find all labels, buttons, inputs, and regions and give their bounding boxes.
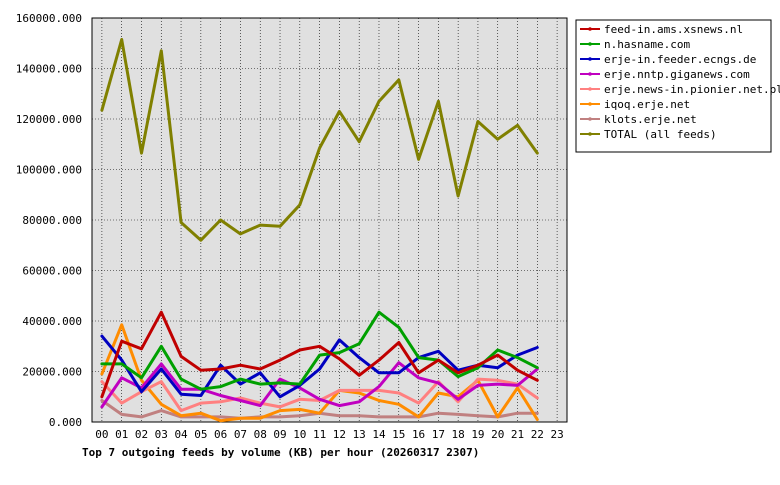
y-tick-label: 20000.000 — [22, 366, 82, 379]
x-tick-label: 12 — [333, 428, 346, 441]
x-tick-label: 09 — [273, 428, 286, 441]
y-tick-label: 120000.000 — [16, 113, 82, 126]
series-line — [100, 334, 539, 399]
y-tick-label: 60000.000 — [22, 265, 82, 278]
x-tick-label: 00 — [95, 428, 108, 441]
x-tick-label: 02 — [135, 428, 148, 441]
series-line — [100, 361, 539, 409]
y-tick-label: 160000.000 — [16, 12, 82, 25]
legend-label: erje-in.feeder.ecngs.de — [604, 53, 756, 66]
x-tick-label: 08 — [254, 428, 267, 441]
chart-title: Top 7 outgoing feeds by volume (KB) per … — [82, 446, 479, 459]
x-tick-label: 13 — [353, 428, 366, 441]
legend-box — [575, 19, 772, 153]
series-line — [100, 310, 539, 391]
y-tick-label: 140000.000 — [16, 63, 82, 76]
x-tick-label: 06 — [214, 428, 227, 441]
legend-label: erje.nntp.giganews.com — [604, 68, 750, 81]
legend-label: erje.news-in.pionier.net.pl — [604, 83, 780, 96]
legend-label: iqoq.erje.net — [604, 98, 690, 111]
x-tick-label: 15 — [392, 428, 405, 441]
x-tick-label: 17 — [432, 428, 445, 441]
legend-marker — [588, 102, 592, 106]
legend-label: TOTAL (all feeds) — [604, 128, 717, 141]
x-tick-label: 14 — [372, 428, 386, 441]
x-tick-label: 01 — [115, 428, 128, 441]
legend-marker — [588, 132, 592, 136]
x-tick-label: 22 — [531, 428, 544, 441]
x-tick-label: 07 — [234, 428, 247, 441]
legend-label: n.hasname.com — [604, 38, 690, 51]
legend-marker — [588, 87, 592, 91]
grid-lines — [92, 18, 567, 422]
series-line — [100, 323, 539, 423]
series-line — [100, 38, 539, 242]
x-tick-label: 18 — [452, 428, 465, 441]
x-axis-ticks: 00 01 02 03 04 05 06 07 08 09 10 11 12 13 14 15 16 17 18 19… — [95, 428, 563, 441]
x-tick-label: 19 — [471, 428, 484, 441]
x-tick-label: 20 — [491, 428, 504, 441]
x-tick-label: 21 — [511, 428, 524, 441]
legend-marker — [588, 57, 592, 61]
legend-label: feed-in.ams.xsnews.nl — [604, 23, 743, 36]
legend: feed-in.ams.xsnews.nl n.hasname.com erje-i… — [575, 19, 780, 153]
x-tick-label: 23 — [550, 428, 563, 441]
x-tick-label: 03 — [155, 428, 168, 441]
y-tick-label: 0.000 — [49, 416, 82, 429]
legend-marker — [588, 117, 592, 121]
legend-label: klots.erje.net — [604, 113, 697, 126]
legend-marker — [588, 72, 592, 76]
x-tick-label: 04 — [174, 428, 188, 441]
series-lines — [100, 38, 539, 423]
y-axis-ticks: 0.000 20000.000 40000.000 60000.000 80000.00… — [16, 12, 82, 429]
x-tick-label: 10 — [293, 428, 306, 441]
legend-marker — [588, 27, 592, 31]
x-tick-label: 16 — [412, 428, 425, 441]
y-tick-label: 80000.000 — [22, 214, 82, 227]
y-tick-label: 40000.000 — [22, 315, 82, 328]
series-line — [100, 310, 539, 399]
legend-marker — [588, 42, 592, 46]
x-tick-label: 11 — [313, 428, 326, 441]
y-tick-label: 100000.000 — [16, 164, 82, 177]
x-tick-label: 05 — [194, 428, 207, 441]
